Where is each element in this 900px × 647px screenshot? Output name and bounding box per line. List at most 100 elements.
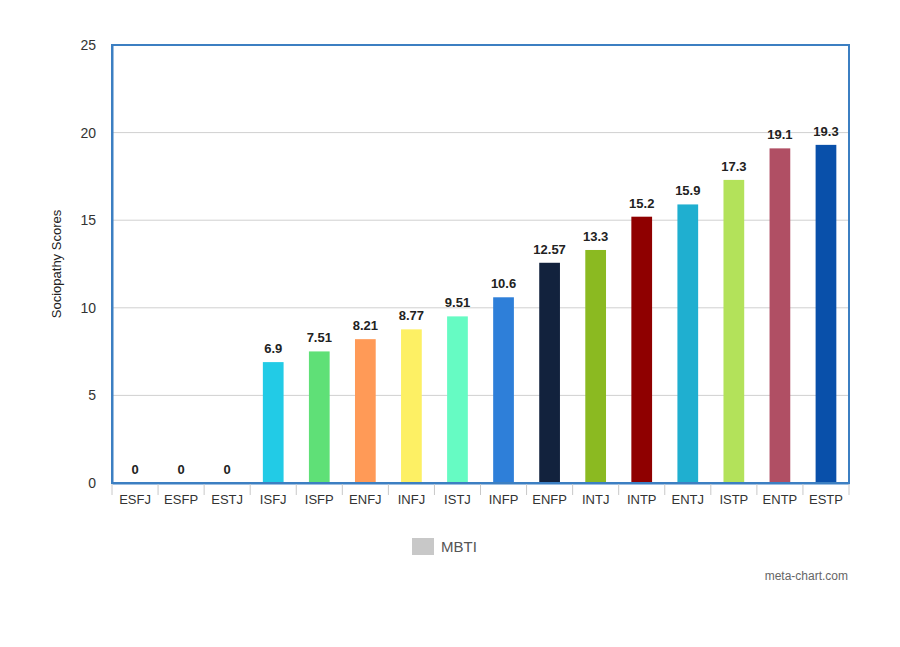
legend-label: MBTI: [441, 538, 477, 555]
bars: [263, 145, 836, 483]
x-tick-label: ISFP: [305, 492, 334, 507]
y-tick: 25: [80, 37, 112, 53]
x-tick: INTP: [627, 483, 657, 507]
plot-frame: [112, 45, 849, 483]
x-separator: [388, 483, 389, 495]
y-tick: 5: [88, 387, 112, 403]
x-separator: [802, 483, 803, 495]
x-tick: ESTP: [809, 483, 843, 507]
x-separator: [572, 483, 573, 495]
data-label: 10.6: [491, 276, 516, 291]
x-tick: ENTJ: [672, 483, 705, 507]
x-tick-label: ENTP: [763, 492, 798, 507]
plot: 0 5 10 15 20 25 ESFJ ESFP ESTJ ISFJ ISFP ENFJ INFJ IS…: [80, 37, 849, 507]
x-tick-label: ISTP: [719, 492, 748, 507]
x-tick-label: INTJ: [582, 492, 609, 507]
x-tick: ESFJ: [119, 483, 151, 507]
y-axis: 0 5 10 15 20 25: [80, 37, 112, 491]
bar: [539, 263, 560, 483]
x-tick: ISTP: [719, 483, 748, 507]
x-tick-label: ENTJ: [672, 492, 705, 507]
x-separator: [526, 483, 527, 495]
y-tick-label: 15: [80, 212, 96, 228]
grid: [112, 45, 849, 483]
bar: [355, 339, 376, 483]
bar: [309, 351, 330, 483]
y-tick-label: 10: [80, 300, 96, 316]
bar: [770, 148, 791, 483]
y-tick-label: 5: [88, 387, 96, 403]
legend-swatch: [412, 538, 434, 555]
y-tick: 10: [80, 300, 112, 316]
data-label: 15.9: [675, 183, 700, 198]
x-tick: ESFP: [164, 483, 198, 507]
x-separator: [849, 483, 850, 495]
data-label: 0: [177, 462, 184, 477]
data-label: 19.1: [767, 127, 792, 142]
x-axis: ESFJ ESFP ESTJ ISFJ ISFP ENFJ INFJ ISTJ INFP ENFP…: [113, 483, 850, 507]
grid-line: [112, 132, 849, 133]
x-tick-label: ISFJ: [260, 492, 287, 507]
data-label: 8.77: [399, 308, 424, 323]
x-tick-label: ESTJ: [211, 492, 243, 507]
data-label: 9.51: [445, 295, 470, 310]
x-tick-label: INFP: [489, 492, 519, 507]
bar: [585, 250, 606, 483]
y-tick-label: 20: [80, 125, 96, 141]
x-tick-label: ISTJ: [444, 492, 471, 507]
x-separator: [204, 483, 205, 495]
x-tick: ENFJ: [349, 483, 382, 507]
bar: [263, 362, 284, 483]
x-separator: [710, 483, 711, 495]
x-tick-label: ENFJ: [349, 492, 382, 507]
data-label: 15.2: [629, 196, 654, 211]
x-separator: [158, 483, 159, 495]
x-tick: INFP: [489, 483, 519, 507]
data-label: 0: [224, 462, 231, 477]
x-tick-label: ESTP: [809, 492, 843, 507]
data-label: 6.9: [264, 341, 282, 356]
bar: [816, 145, 837, 483]
bar: [677, 204, 698, 483]
x-tick: ENFP: [532, 483, 567, 507]
x-tick-label: ESFJ: [119, 492, 151, 507]
y-tick: 15: [80, 212, 112, 228]
data-labels: 0 0 0 6.9 7.51 8.21 8.77 9.51 10.6 12.57 13.3 15.2 1…: [131, 124, 838, 477]
y-tick-label: 0: [88, 475, 96, 491]
x-separator: [480, 483, 481, 495]
x-separator: [756, 483, 757, 495]
x-tick: ENTP: [763, 483, 798, 507]
y-tick-label: 25: [80, 37, 96, 53]
bar: [493, 297, 514, 483]
bar: [631, 217, 652, 483]
data-label: 17.3: [721, 159, 746, 174]
x-separator: [112, 483, 113, 495]
x-tick: ISTJ: [444, 483, 471, 507]
x-separator: [664, 483, 665, 495]
x-tick: INFJ: [398, 483, 425, 507]
x-separator: [618, 483, 619, 495]
x-tick-label: ESFP: [164, 492, 198, 507]
y-axis-title: Sociopathy Scores: [49, 209, 64, 318]
y-tick: 20: [80, 125, 112, 141]
data-label: 8.21: [353, 318, 378, 333]
data-label: 0: [131, 462, 138, 477]
x-tick: ESTJ: [211, 483, 243, 507]
x-separator: [342, 483, 343, 495]
x-tick-label: ENFP: [532, 492, 567, 507]
data-label: 7.51: [307, 330, 332, 345]
data-label: 12.57: [533, 242, 566, 257]
credit: meta-chart.com: [765, 569, 848, 583]
x-separators: [112, 483, 849, 495]
bar: [447, 316, 468, 483]
x-tick: ISFP: [305, 483, 334, 507]
x-separator: [250, 483, 251, 495]
legend: MBTI: [412, 538, 477, 555]
annotations: meta-chart.com: [765, 569, 848, 583]
x-tick-label: INTP: [627, 492, 657, 507]
x-tick: ISFJ: [260, 483, 287, 507]
data-label: 19.3: [813, 124, 838, 139]
y-tick: 0: [88, 475, 112, 491]
data-label: 13.3: [583, 229, 608, 244]
x-separator: [434, 483, 435, 495]
